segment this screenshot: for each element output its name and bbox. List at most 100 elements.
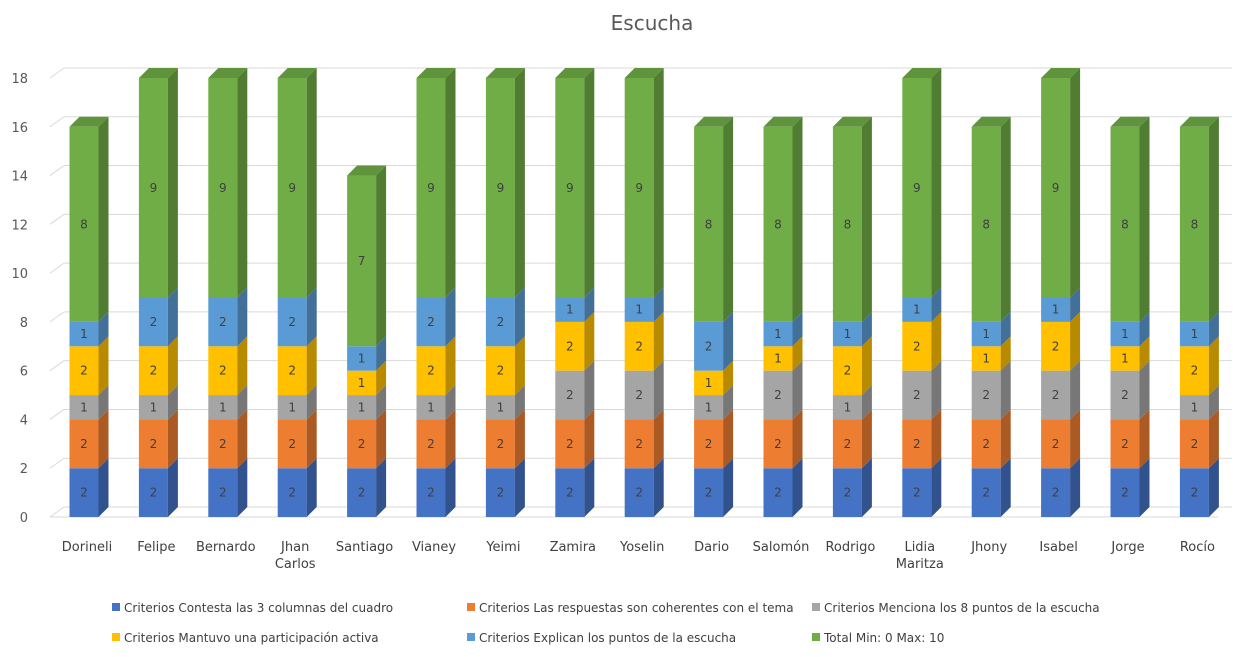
- data-label: 2: [219, 486, 227, 500]
- bar-segment: [555, 78, 585, 298]
- bar-segment: [416, 297, 446, 347]
- bar-segment-side: [723, 458, 734, 517]
- data-label: 2: [844, 364, 852, 378]
- bar-segment-side: [1000, 311, 1011, 347]
- data-label: 1: [80, 327, 88, 341]
- bar-segment: [555, 297, 585, 322]
- legend-swatch: [812, 633, 820, 641]
- bar-segment-side: [792, 409, 803, 469]
- bar-stack: 2 2 1 2 1 8: [69, 116, 109, 517]
- data-label: 2: [774, 437, 782, 451]
- data-label: 1: [1191, 327, 1199, 341]
- y-tick-label: 14: [11, 170, 28, 185]
- bar-segment: [416, 78, 446, 298]
- data-label: 9: [913, 181, 921, 195]
- bar-stack: 2 2 1 2 2 9: [485, 68, 525, 517]
- data-label: 2: [427, 364, 435, 378]
- data-label: 2: [635, 486, 643, 500]
- bar-segment-side: [931, 409, 942, 469]
- data-label: 2: [427, 315, 435, 329]
- y-tick-label: 12: [11, 218, 28, 233]
- bar-segment-side: [1208, 458, 1219, 517]
- bar-segment: [69, 126, 99, 322]
- bar-stack: 2 2 1 1 1 7: [347, 165, 387, 517]
- bar-segment-side: [98, 336, 109, 396]
- bar-segment: [138, 78, 168, 298]
- bar-segment-side: [98, 385, 109, 420]
- bar-segment-side: [792, 116, 803, 322]
- bar-segment-top: [763, 116, 803, 127]
- data-label: 2: [288, 437, 296, 451]
- bar-segment: [694, 321, 724, 371]
- bar-segment-top: [347, 165, 387, 176]
- data-label: 2: [913, 339, 921, 353]
- bar-segment-side: [1208, 336, 1219, 396]
- bar-stack: 2 2 1 2 2 9: [208, 68, 248, 517]
- bar-segment-top: [1110, 116, 1150, 127]
- bar-segment-side: [237, 409, 248, 469]
- bar-segment-side: [584, 287, 595, 322]
- data-label: 1: [913, 303, 921, 317]
- legend-swatch: [112, 633, 120, 641]
- legend-item: Criterios Las respuestas son coherentes …: [467, 601, 794, 615]
- bar-segment-side: [861, 116, 872, 322]
- y-tick-label: 18: [11, 72, 28, 87]
- x-tick-label: Salomón: [753, 540, 810, 555]
- bar-segment-side: [1139, 458, 1150, 517]
- bar-segment-side: [1070, 360, 1081, 420]
- bar-segment: [1179, 468, 1209, 517]
- bar-segment-side: [1139, 336, 1150, 371]
- data-label: 2: [288, 364, 296, 378]
- bar-segment: [694, 370, 724, 396]
- data-label: 8: [705, 217, 713, 231]
- data-label: 2: [219, 437, 227, 451]
- bar-segment: [1110, 419, 1140, 469]
- bar-segment-side: [306, 68, 317, 298]
- gridline-depth: [49, 67, 65, 79]
- bar-segment: [347, 395, 377, 420]
- legend-swatch: [467, 633, 475, 641]
- bar-segment-side: [1070, 409, 1081, 469]
- bar-segment-top: [208, 68, 248, 78]
- legend-label: Total Min: 0 Max: 10: [823, 631, 944, 645]
- data-label: 2: [358, 486, 366, 500]
- legend: Criterios Contesta las 3 columnas del cu…: [112, 601, 1100, 645]
- bar-segment-side: [167, 409, 178, 469]
- bar-stack: 2 2 2 2 1 9: [902, 68, 942, 517]
- bar-segment-side: [1000, 336, 1011, 371]
- bar-segment-top: [624, 68, 664, 78]
- data-label: 9: [150, 181, 158, 195]
- x-tick-label: Dorineli: [62, 540, 112, 555]
- bar-segment: [1179, 321, 1209, 347]
- x-tick-label: Isabel: [1039, 540, 1077, 555]
- bar-segment-side: [1070, 287, 1081, 322]
- bar-segment: [138, 395, 168, 420]
- bar-segment-side: [237, 68, 248, 298]
- bar-segment: [277, 468, 307, 517]
- data-label: 1: [497, 400, 505, 414]
- x-tick-label: Jhony: [970, 540, 1007, 555]
- bar-segment: [208, 468, 238, 517]
- bar-segment-side: [653, 458, 664, 517]
- bar-segment-side: [1208, 409, 1219, 469]
- bar-segment: [1110, 468, 1140, 517]
- data-label: 2: [1052, 339, 1060, 353]
- bar-segment: [69, 468, 99, 517]
- bar-segment-side: [167, 287, 178, 347]
- bar-segment: [971, 370, 1001, 420]
- data-label: 2: [1121, 486, 1129, 500]
- bar-segment-top: [694, 116, 734, 127]
- bar-segment: [277, 419, 307, 469]
- bar-segment-side: [445, 409, 456, 469]
- bar-segment-side: [931, 311, 942, 371]
- bar-segment-side: [653, 287, 664, 322]
- data-label: 1: [358, 376, 366, 390]
- data-label: 2: [427, 486, 435, 500]
- bar-segment: [1041, 321, 1071, 371]
- bar-segment-side: [584, 409, 595, 469]
- bar-segment-side: [1208, 311, 1219, 347]
- bar-stack: 2 2 2 1 1 8: [763, 116, 803, 517]
- bar-segment-side: [1000, 116, 1011, 322]
- legend-item: Criterios Menciona los 8 puntos de la es…: [812, 601, 1100, 615]
- bar-segment-side: [98, 311, 109, 347]
